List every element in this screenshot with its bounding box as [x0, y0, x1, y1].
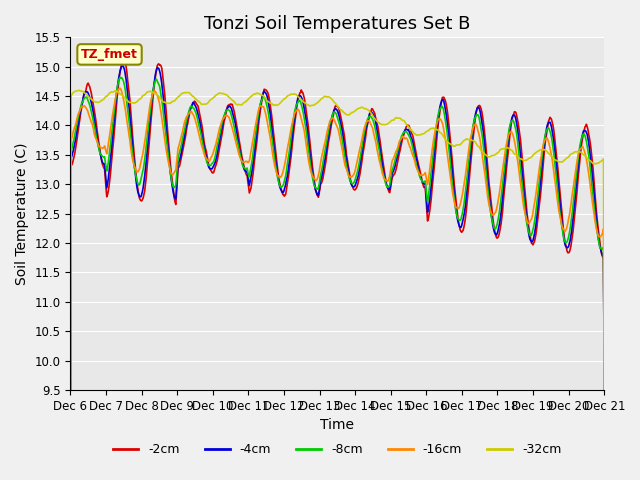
-16cm: [76, 107, 84, 113]
-8cm: [116, 74, 124, 80]
-32cm: [403, 122, 411, 128]
-16cm: [600, 387, 608, 393]
-16cm: [419, 172, 426, 178]
-8cm: [132, 172, 140, 178]
Text: TZ_fmet: TZ_fmet: [81, 48, 138, 61]
Legend: -2cm, -4cm, -8cm, -16cm, -32cm: -2cm, -4cm, -8cm, -16cm, -32cm: [108, 438, 566, 461]
-4cm: [186, 107, 194, 113]
-4cm: [214, 146, 222, 152]
-32cm: [77, 88, 84, 94]
-2cm: [120, 57, 128, 62]
Line: -4cm: -4cm: [70, 66, 604, 390]
-32cm: [67, 377, 74, 383]
-8cm: [67, 387, 74, 393]
-4cm: [118, 63, 126, 69]
-2cm: [214, 153, 222, 158]
-32cm: [419, 131, 426, 137]
Line: -8cm: -8cm: [70, 77, 604, 390]
X-axis label: Time: Time: [321, 418, 355, 432]
-32cm: [600, 387, 608, 393]
-4cm: [67, 387, 74, 393]
-2cm: [186, 108, 194, 113]
-4cm: [76, 110, 84, 116]
-32cm: [214, 91, 222, 96]
Line: -16cm: -16cm: [70, 88, 604, 390]
-2cm: [76, 115, 84, 120]
Line: -2cm: -2cm: [70, 60, 604, 390]
Line: -32cm: -32cm: [70, 90, 604, 390]
-8cm: [214, 139, 222, 145]
-4cm: [600, 387, 608, 393]
-16cm: [132, 167, 140, 173]
Title: Tonzi Soil Temperatures Set B: Tonzi Soil Temperatures Set B: [204, 15, 470, 33]
-8cm: [419, 179, 426, 185]
-2cm: [67, 387, 74, 393]
-16cm: [214, 131, 222, 137]
-32cm: [186, 91, 194, 96]
-8cm: [186, 105, 194, 111]
Y-axis label: Soil Temperature (C): Soil Temperature (C): [15, 143, 29, 285]
-16cm: [67, 387, 74, 393]
-4cm: [419, 179, 426, 184]
-32cm: [76, 87, 83, 93]
-16cm: [186, 109, 194, 115]
-32cm: [132, 99, 140, 105]
-2cm: [132, 169, 140, 175]
-4cm: [403, 127, 411, 132]
-16cm: [403, 136, 411, 142]
-2cm: [403, 123, 411, 129]
-4cm: [132, 175, 140, 180]
-2cm: [419, 180, 426, 186]
-2cm: [600, 387, 608, 393]
-16cm: [116, 85, 124, 91]
-8cm: [600, 387, 608, 393]
-8cm: [403, 129, 411, 135]
-8cm: [76, 107, 84, 112]
